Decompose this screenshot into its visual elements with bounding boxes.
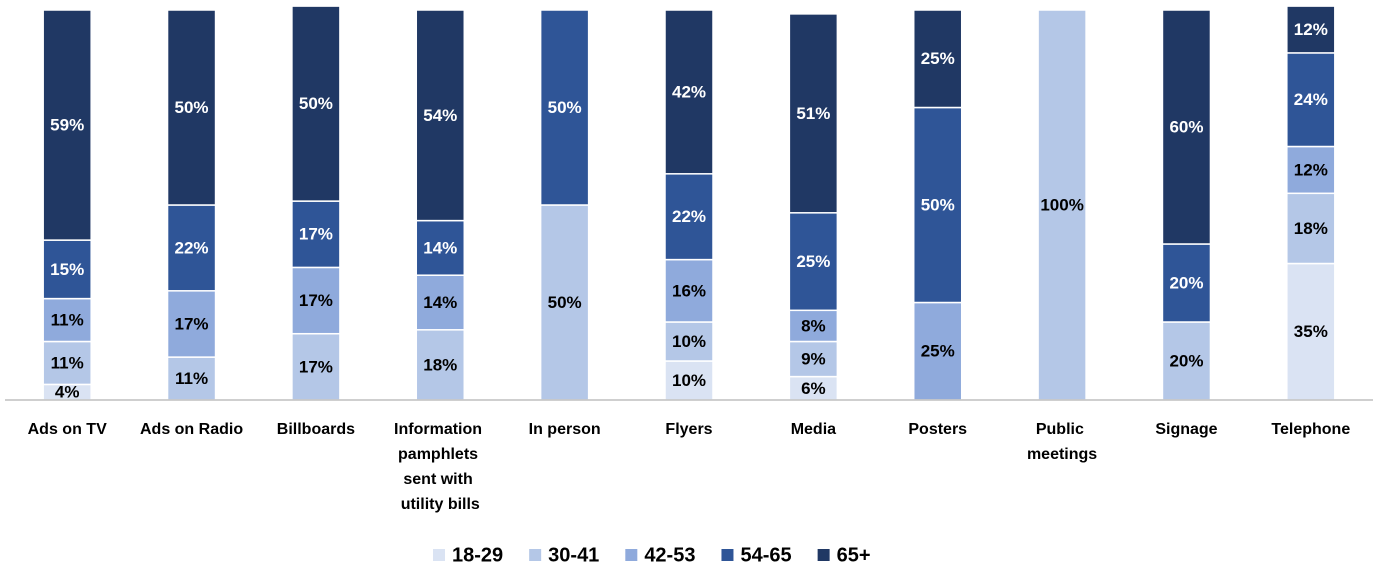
bar-segment xyxy=(1286,262,1336,401)
data-label: 10% xyxy=(672,371,706,390)
bar-segment xyxy=(291,5,341,202)
legend-swatch xyxy=(817,549,830,561)
data-label: 24% xyxy=(1294,90,1328,109)
data-label: 25% xyxy=(921,342,955,361)
bar-segment xyxy=(415,329,466,401)
data-label: 51% xyxy=(796,104,830,123)
data-label: 50% xyxy=(548,98,582,117)
bar-segment xyxy=(664,321,714,362)
data-label: 17% xyxy=(299,357,333,376)
bar-segment xyxy=(42,239,92,300)
data-label: 17% xyxy=(175,314,209,333)
bar-segment xyxy=(1286,5,1336,54)
bar-segment xyxy=(788,212,839,312)
data-label: 14% xyxy=(423,238,457,257)
bar-segment xyxy=(539,9,590,206)
data-label: 50% xyxy=(299,94,333,113)
data-label: 17% xyxy=(299,225,333,244)
bar-segment xyxy=(788,13,839,214)
data-label: 8% xyxy=(801,316,826,335)
data-label: 11% xyxy=(51,353,84,372)
bar-segment xyxy=(1037,9,1087,401)
bar-segment xyxy=(912,106,963,304)
x-tick-label: Billboards xyxy=(277,421,355,438)
bar-segment xyxy=(415,9,466,222)
x-tick-label: Ads on Radio xyxy=(140,421,243,438)
data-label: 59% xyxy=(50,116,84,135)
legend-label: 65+ xyxy=(837,544,871,566)
x-tick-label: Ads on TV xyxy=(28,421,107,438)
data-label: 22% xyxy=(672,207,706,226)
x-tick-label: Media xyxy=(791,421,836,438)
data-label: 18% xyxy=(423,355,457,374)
x-tick-label: Information pamphlets sent with utility … xyxy=(394,421,486,513)
legend-swatch xyxy=(721,549,734,561)
data-label: 6% xyxy=(801,379,826,398)
data-label: 4% xyxy=(55,383,80,402)
data-label: 60% xyxy=(1169,117,1203,136)
data-label: 54% xyxy=(423,106,457,125)
data-label: 42% xyxy=(672,82,706,101)
data-label: 15% xyxy=(50,260,84,279)
data-label: 17% xyxy=(299,291,333,310)
x-tick-label: Signage xyxy=(1155,421,1217,438)
legend-swatch xyxy=(433,549,445,561)
data-label: 20% xyxy=(1169,351,1203,370)
bar-segment xyxy=(1161,321,1212,401)
x-tick-label: Public meetings xyxy=(1027,421,1097,463)
bar-segment xyxy=(415,219,466,276)
data-label: 35% xyxy=(1294,322,1328,341)
x-tick-label: In person xyxy=(529,421,601,438)
data-label: 50% xyxy=(921,195,955,214)
legend-swatch xyxy=(625,549,638,561)
legend-swatch xyxy=(529,549,542,561)
bar-segment xyxy=(912,301,963,401)
legend-label: 18-29 xyxy=(452,544,503,566)
data-label: 18% xyxy=(1294,219,1328,238)
data-label: 22% xyxy=(175,238,209,257)
bar-segment xyxy=(912,9,963,109)
legend-label: 54-65 xyxy=(740,544,791,566)
bar-segment xyxy=(1286,52,1336,148)
bar-segment xyxy=(291,200,341,269)
data-label: 50% xyxy=(548,293,582,312)
data-label: 12% xyxy=(1294,160,1328,179)
legend-label: 42-53 xyxy=(644,544,695,566)
data-label: 100% xyxy=(1040,195,1083,214)
data-label: 11% xyxy=(51,311,84,330)
data-label: 20% xyxy=(1169,273,1203,292)
bar-segment xyxy=(539,204,590,401)
data-label: 16% xyxy=(672,281,706,300)
data-label: 11% xyxy=(175,369,208,388)
legend-label: 30-41 xyxy=(548,544,599,566)
bar-segment xyxy=(42,9,92,241)
bar-segment xyxy=(166,204,217,292)
bar-segment xyxy=(1286,145,1336,195)
data-label: 9% xyxy=(801,350,826,369)
data-label: 14% xyxy=(423,293,457,312)
data-label: 50% xyxy=(175,98,209,117)
bar-segment xyxy=(166,9,217,206)
bar-segment xyxy=(166,290,217,358)
bar-segment xyxy=(42,340,92,386)
bar-segment xyxy=(664,173,714,261)
bar-segment xyxy=(291,332,341,401)
data-label: 25% xyxy=(921,49,955,68)
bar-segment xyxy=(664,9,714,175)
bar-segment xyxy=(1161,9,1212,245)
bar-segment xyxy=(788,309,839,343)
x-tick-label: Flyers xyxy=(665,421,712,438)
data-label: 10% xyxy=(672,332,706,351)
bar-segment xyxy=(664,360,714,401)
x-tick-label: Posters xyxy=(908,421,967,438)
data-label: 25% xyxy=(796,252,830,271)
x-tick-label: Telephone xyxy=(1271,421,1350,438)
data-label: 12% xyxy=(1294,20,1328,39)
